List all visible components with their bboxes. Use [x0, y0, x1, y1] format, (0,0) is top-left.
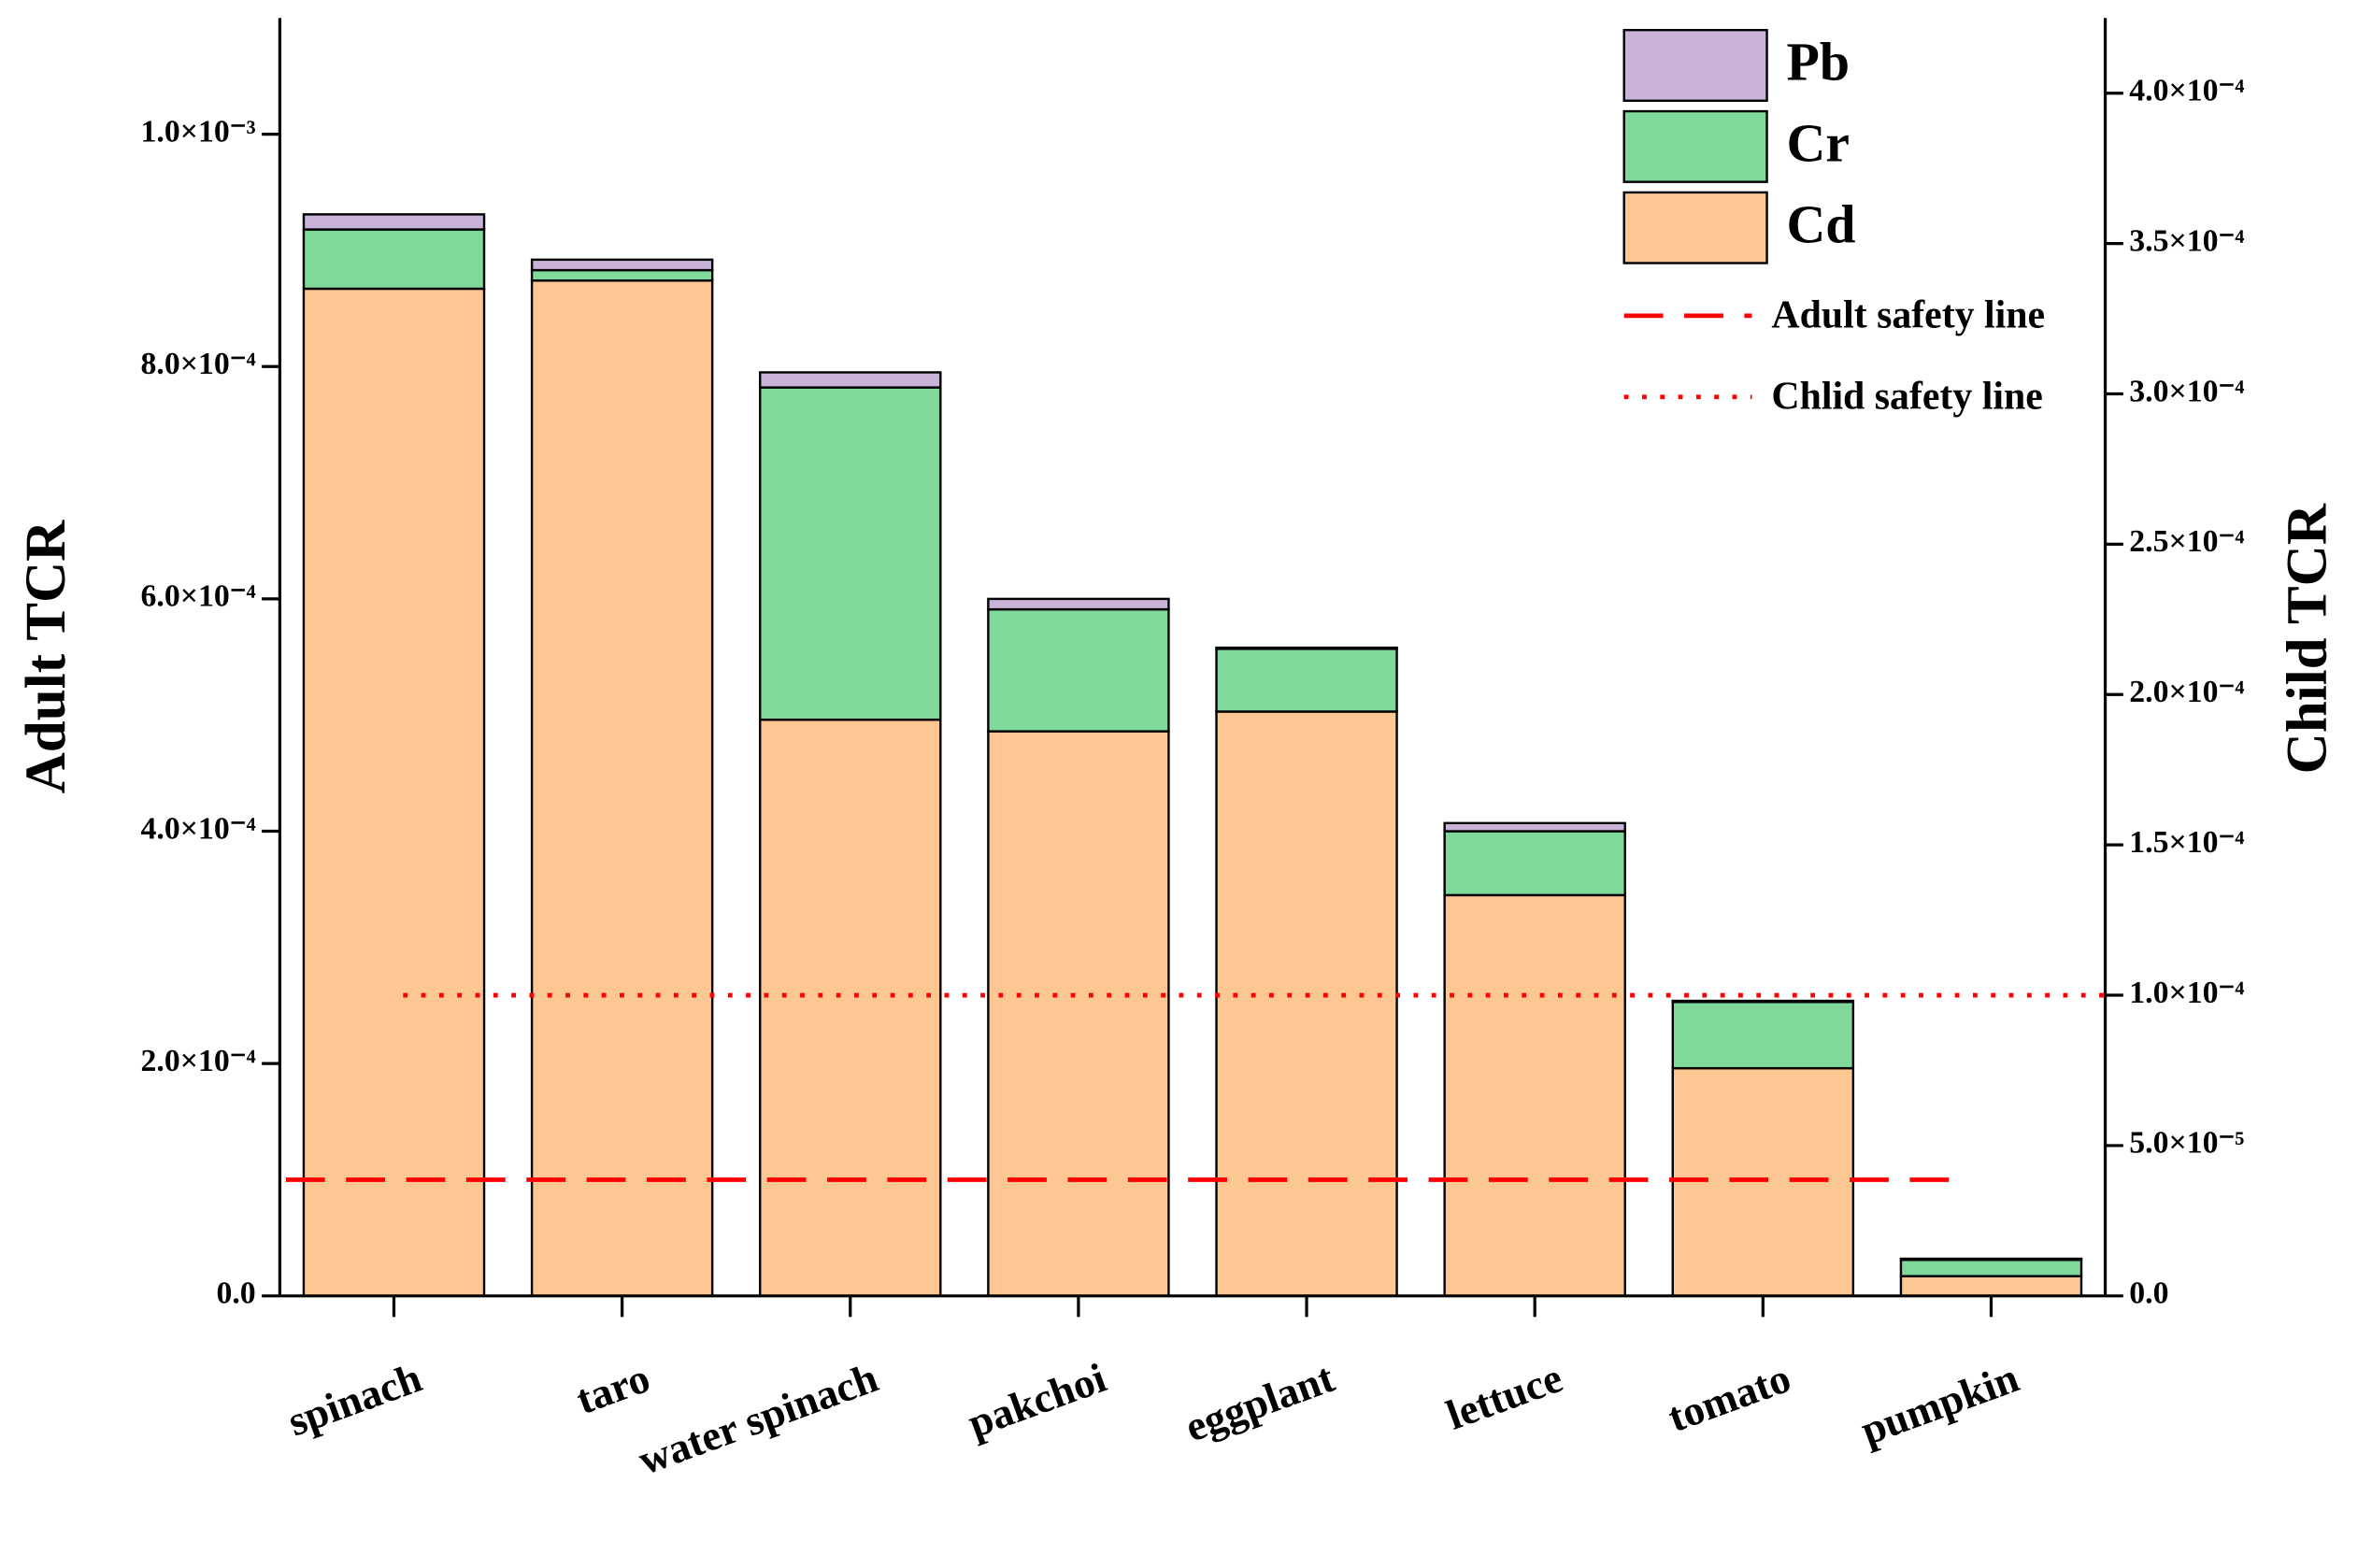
y2-axis-title: Child TCR	[2277, 503, 2339, 774]
x-tick-label: tomato	[1662, 1354, 1796, 1441]
bar-segment	[1215, 646, 1398, 650]
x-tick-label: lettuce	[1440, 1354, 1568, 1439]
legend-label: Chlid safety line	[1771, 376, 2042, 419]
bar-segment	[1671, 1066, 1855, 1298]
bar-segment	[302, 287, 486, 1298]
bar-segment	[530, 258, 714, 272]
y-tick-label: 2.0×10⁻⁴	[141, 1044, 256, 1078]
legend-label: Cr	[1786, 113, 1850, 174]
y2-tick-label: 3.0×10⁻⁴	[2129, 374, 2244, 408]
bar-segment	[302, 213, 486, 231]
legend-swatch	[1622, 191, 1768, 264]
bar-segment	[987, 730, 1170, 1298]
bar-segment	[1215, 648, 1398, 713]
y2-tick-label: 1.5×10⁻⁴	[2129, 825, 2244, 860]
bar-segment	[302, 228, 486, 291]
y-tick-label: 4.0×10⁻⁴	[141, 811, 256, 846]
y2-tick-label: 2.5×10⁻⁴	[2129, 524, 2244, 559]
bar-segment	[530, 279, 714, 1298]
y2-tick-label: 4.0×10⁻⁴	[2129, 73, 2244, 107]
bar-segment	[987, 607, 1170, 733]
x-tick-label: spinach	[282, 1354, 428, 1445]
bar-segment	[1443, 821, 1626, 833]
legend-swatch	[1622, 28, 1768, 102]
y2-tick-label: 0.0	[2129, 1276, 2168, 1311]
y-tick-label: 6.0×10⁻⁴	[141, 579, 256, 614]
y-tick-label: 1.0×10⁻³	[141, 114, 256, 149]
legend-label: Cd	[1786, 193, 1855, 254]
y-tick-label: 0.0	[216, 1276, 255, 1311]
y2-tick-label: 5.0×10⁻⁵	[2129, 1126, 2244, 1161]
bar-segment	[1443, 893, 1626, 1298]
bar-segment	[1899, 1275, 2083, 1298]
bar-segment	[1671, 999, 1855, 1004]
y2-tick-label: 1.0×10⁻⁴	[2129, 976, 2244, 1010]
legend-swatch	[1622, 109, 1768, 183]
bar-segment	[530, 268, 714, 282]
y2-tick-label: 3.5×10⁻⁴	[2129, 223, 2244, 258]
bar-segment	[759, 371, 942, 389]
x-tick-label: taro	[570, 1354, 656, 1423]
y2-tick-label: 2.0×10⁻⁴	[2129, 675, 2244, 709]
bar-segment	[759, 386, 942, 721]
x-tick-label: pakchoi	[962, 1354, 1112, 1447]
legend-label: Adult safety line	[1771, 294, 2045, 337]
bar-segment	[1215, 710, 1398, 1298]
bar-segment	[1899, 1257, 2083, 1262]
bar-segment	[987, 597, 1170, 611]
bar-segment	[1443, 830, 1626, 897]
x-tick-label: pumpkin	[1855, 1354, 2025, 1454]
bar-segment	[759, 718, 942, 1298]
bar-segment	[1899, 1259, 2083, 1277]
legend-label: Pb	[1786, 32, 1850, 93]
bar-segment	[1671, 1001, 1855, 1070]
y-tick-label: 8.0×10⁻⁴	[141, 347, 256, 381]
x-tick-label: water spinach	[633, 1354, 884, 1484]
y-axis-title: Adult TCR	[15, 520, 78, 794]
x-tick-label: eggplant	[1179, 1354, 1340, 1450]
